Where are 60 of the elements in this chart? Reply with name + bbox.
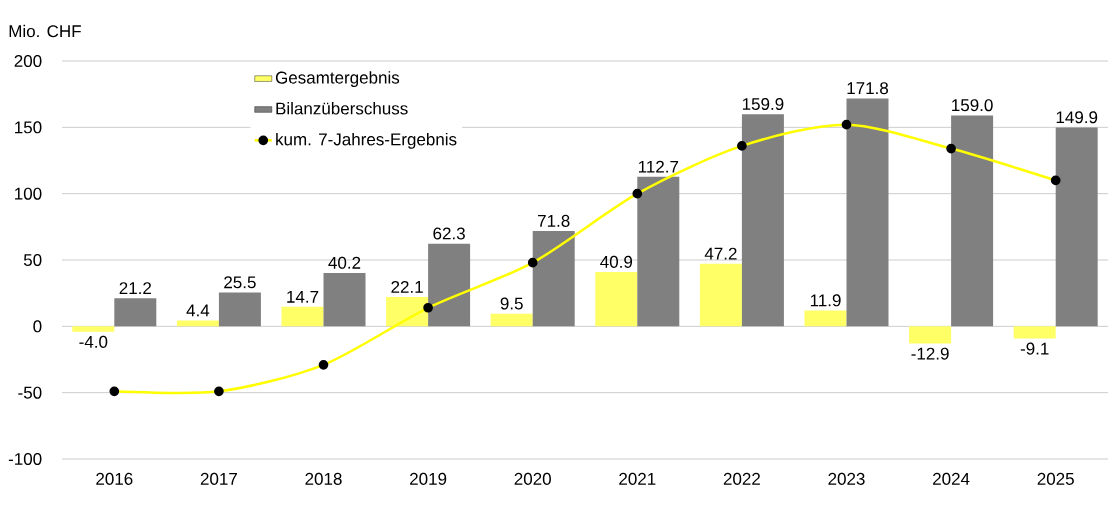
- x-tick-label: 2024: [933, 472, 970, 485]
- data-label: 149.9: [1056, 111, 1098, 124]
- bar: [218, 292, 261, 327]
- x-tick-label: 2025: [1037, 472, 1074, 485]
- data-label: 47.2: [704, 247, 737, 260]
- x-tick-label: 2022: [723, 472, 760, 485]
- legend-label: Bilanzüberschuss: [276, 102, 408, 115]
- legend-label: kum. 7-Jahres-Ergebnis: [276, 132, 457, 149]
- y-tick-label: 150: [15, 121, 42, 134]
- bar: [490, 313, 533, 327]
- data-label: 40.2: [328, 256, 361, 269]
- bar: [72, 326, 115, 332]
- bar: [699, 263, 742, 327]
- data-label: 40.9: [600, 255, 633, 268]
- bar: [323, 273, 366, 327]
- y-tick-label: 100: [15, 187, 42, 200]
- bar: [846, 98, 889, 327]
- bar: [637, 176, 680, 327]
- bar: [951, 115, 994, 327]
- data-label: 62.3: [433, 227, 465, 240]
- x-tick-label: 2018: [305, 472, 342, 485]
- data-label: 159.9: [742, 97, 784, 111]
- bar: [1055, 127, 1098, 327]
- x-tick-label: 2017: [200, 472, 237, 485]
- bar: [804, 310, 847, 327]
- data-label: 21.2: [119, 282, 151, 295]
- x-tick-label: 2021: [619, 472, 656, 485]
- data-label: 22.1: [391, 280, 423, 293]
- y-tick-label: 0: [33, 320, 42, 333]
- bar: [114, 298, 157, 327]
- bar: [1013, 326, 1056, 339]
- y-tick-label: -50: [18, 386, 42, 399]
- data-label: 71.8: [538, 214, 570, 227]
- bar: [176, 320, 219, 327]
- data-label: -4.0: [79, 335, 108, 348]
- data-label: -9.1: [1020, 342, 1049, 355]
- y-tick-label: 50: [23, 253, 42, 267]
- bar: [909, 326, 952, 344]
- data-label: -12.9: [911, 347, 949, 360]
- data-label: 9.5: [500, 297, 523, 310]
- bar: [281, 306, 324, 327]
- data-label: 171.8: [847, 82, 889, 95]
- data-label: 4.4: [186, 304, 210, 317]
- y-axis-title: Mio. CHF: [9, 24, 81, 38]
- y-tick-label: 200: [14, 54, 42, 68]
- bar: [428, 243, 471, 327]
- data-label: 25.5: [224, 276, 256, 289]
- data-label: 159.0: [952, 99, 993, 112]
- data-label: 14.7: [287, 290, 319, 303]
- y-tick-label: -100: [8, 452, 42, 466]
- bar: [741, 114, 784, 327]
- bar: [595, 272, 638, 327]
- x-tick-label: 2020: [514, 472, 551, 485]
- x-tick-label: 2016: [96, 472, 133, 485]
- x-tick-label: 2019: [410, 472, 447, 485]
- data-label: 112.7: [638, 160, 679, 173]
- legend-label: Gesamtergebnis: [275, 71, 400, 88]
- data-label: 11.9: [810, 294, 841, 307]
- bar: [532, 231, 575, 327]
- x-tick-label: 2023: [828, 472, 865, 485]
